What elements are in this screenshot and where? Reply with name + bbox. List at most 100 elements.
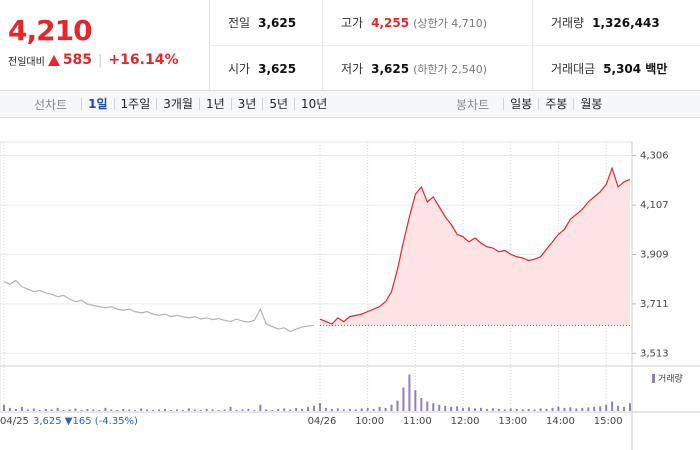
volume-bar (62, 409, 65, 411)
x-tick-label: 14:00 (546, 416, 575, 427)
volume-bar (396, 400, 399, 411)
volume-bar (569, 407, 572, 411)
stat-label: 저가 (341, 62, 364, 76)
change-row: 전일대비 585 | +16.14% (8, 52, 178, 68)
prev-close-note: 3,625 ▼165 (-4.35%) (33, 416, 138, 427)
stat-label: 전일 (228, 16, 251, 30)
stat-label: 시가 (228, 62, 251, 76)
volume-bar (283, 408, 286, 411)
volume-bar (408, 374, 411, 411)
volume-bar (456, 406, 459, 411)
candle-tab[interactable]: 월봉 (573, 98, 608, 110)
volume-bar (605, 404, 608, 411)
volume-bar (187, 408, 190, 411)
volume-bar (110, 409, 113, 411)
volume-bar (146, 409, 149, 411)
volume-bar (205, 408, 208, 411)
period-tab[interactable]: 10년 (294, 98, 333, 110)
period-tab[interactable]: 1주일 (113, 98, 157, 110)
stat-label: 고가 (341, 16, 364, 30)
volume-bar (307, 406, 310, 411)
volume-bar (193, 409, 196, 411)
volume-bar (318, 403, 321, 411)
stat-label: 거래량 (551, 16, 585, 30)
price-line (3, 279, 315, 333)
volume-bar (181, 409, 184, 411)
volume-bar (104, 407, 107, 411)
volume-bar (366, 407, 369, 411)
volume-bar (426, 401, 429, 411)
volume-bar (92, 409, 95, 411)
stats-row: 전일 3,625 고가 4,255 (상한가 4,710) 거래량 1,326,443 (210, 0, 700, 45)
volume-bar (438, 404, 441, 411)
volume-bar (432, 403, 435, 411)
x-tick-label: 10:00 (355, 416, 384, 427)
volume-bar (44, 408, 47, 411)
volume-bar (253, 409, 256, 411)
stat-value: 3,625 (258, 61, 297, 76)
volume-bar (20, 406, 23, 411)
stat-value: 4,255 (371, 15, 410, 30)
stat-cell: 거래량 1,326,443 (532, 0, 700, 45)
volume-bar (420, 398, 423, 411)
volume-bar (479, 407, 482, 411)
stat-value: 1,326,443 (592, 15, 660, 30)
change-rate: +16.14% (108, 52, 179, 68)
period-tab[interactable]: 1일 (81, 98, 113, 110)
tab-group-label: 선차트 (34, 97, 68, 112)
y-tick-label: 3,513 (640, 348, 669, 359)
y-tick-label: 4,306 (640, 150, 669, 161)
stats-row: 시가 3,625 저가 3,625 (하한가 2,540) 거래대금 5,304 백만 (210, 45, 700, 91)
x-tick-label: 04/25 (0, 416, 29, 427)
y-tick-label: 4,107 (640, 200, 669, 211)
current-price: 4,210 (8, 14, 93, 47)
volume-bar (557, 406, 560, 411)
volume-bar (247, 408, 250, 411)
period-tab[interactable]: 1년 (198, 98, 231, 110)
volume-bar (575, 408, 578, 411)
stat-label: 거래대금 (551, 62, 596, 76)
volume-bar (360, 408, 363, 411)
change: 585 (62, 52, 93, 68)
volume-bar (629, 403, 631, 411)
stat-value: 3,625 (258, 15, 297, 30)
candle-tab[interactable]: 일봉 (503, 98, 538, 110)
volume-bar (551, 407, 554, 411)
volume-bar (158, 409, 161, 411)
volume-bar (581, 407, 584, 411)
stat-note: (하한가 2,540) (413, 62, 487, 76)
volume-bar (313, 405, 316, 411)
volume-bar (235, 409, 238, 411)
volume-bar (38, 409, 41, 411)
volume-bar (491, 408, 494, 411)
volume-bar (587, 407, 590, 411)
volume-bar (521, 409, 524, 411)
volume-bar (611, 401, 614, 411)
volume-bar (74, 408, 77, 411)
volume-bar (8, 407, 11, 411)
stat-value: 3,625 (371, 61, 410, 76)
legend-swatch (652, 374, 655, 383)
volume-bar (623, 406, 626, 411)
volume-bar (199, 409, 202, 411)
volume-bar (163, 408, 166, 411)
x-tick-label: 11:00 (403, 416, 432, 427)
volume-bar (295, 407, 298, 411)
period-tab[interactable]: 3년 (230, 98, 263, 110)
chart: 4,306 4,107 3,909 3,711 3,513 04/25 04/26 10:00… (0, 141, 700, 450)
volume-bar (497, 408, 500, 411)
candle-tab[interactable]: 주봉 (538, 98, 573, 110)
volume-bar (26, 409, 29, 411)
period-tab[interactable]: 5년 (262, 98, 294, 110)
volume-bar (593, 406, 596, 411)
volume-bar (80, 409, 83, 411)
volume-bar (348, 408, 351, 411)
volume-bar (533, 409, 536, 411)
stat-value: 5,304 백만 (603, 62, 668, 76)
volume-bar (98, 409, 101, 411)
period-tab[interactable]: 3개월 (156, 98, 199, 110)
volume-bar (217, 409, 220, 411)
x-tick-label: 13:00 (498, 416, 527, 427)
line-tabs: 선차트 1일 1주일 3개월 1년 3년 5년 10년 (34, 91, 333, 117)
volume-bar (211, 409, 214, 411)
